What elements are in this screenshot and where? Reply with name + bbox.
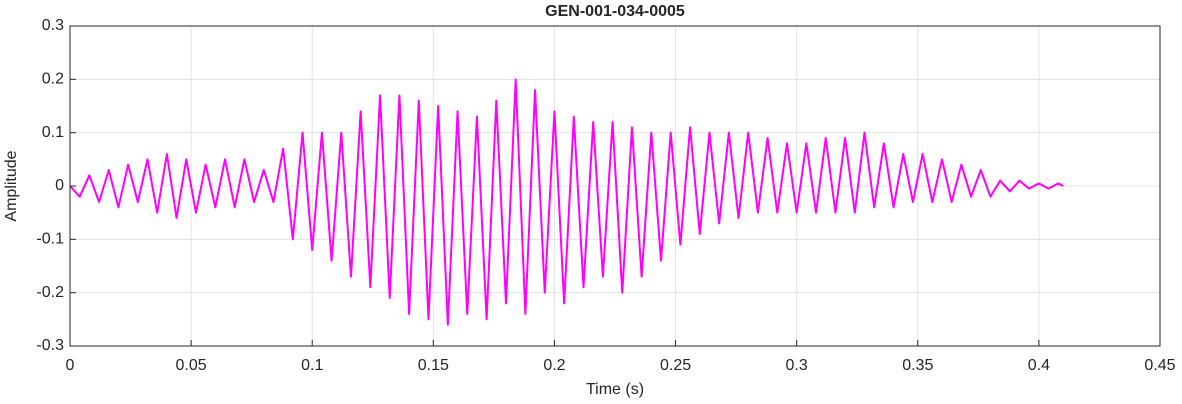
y-axis-label: Amplitude: [3, 150, 20, 221]
x-axis-label: Time (s): [586, 381, 644, 398]
x-tick-label: 0.15: [418, 357, 449, 374]
y-tick-label: -0.1: [36, 231, 64, 248]
plot-area: [69, 78, 1064, 326]
y-tick-label: -0.3: [36, 337, 64, 354]
x-tick-label: 0.4: [1028, 357, 1050, 374]
y-tick-label: 0.2: [42, 71, 64, 88]
y-tick-label: 0.3: [42, 17, 64, 34]
ticks: 0 0.05 0.1 0.15 0.2 0.25 0.3 0.35 0.4 0.45 -0.3 -0.…: [36, 17, 1175, 374]
x-tick-label: 0.45: [1144, 357, 1175, 374]
y-tick-label: 0.1: [42, 124, 64, 141]
x-tick-label: 0.35: [902, 357, 933, 374]
x-tick-label: 0.1: [301, 357, 323, 374]
x-tick-label: 0: [66, 357, 75, 374]
x-tick-label: 0.3: [786, 357, 808, 374]
y-tick-label: 0: [55, 177, 64, 194]
x-tick-label: 0.25: [660, 357, 691, 374]
y-tick-label: -0.2: [36, 284, 64, 301]
chart-title: GEN-001-034-0005: [545, 3, 685, 20]
waveform-line: [69, 78, 1064, 326]
x-tick-label: 0.05: [176, 357, 207, 374]
x-tick-label: 0.2: [543, 357, 565, 374]
